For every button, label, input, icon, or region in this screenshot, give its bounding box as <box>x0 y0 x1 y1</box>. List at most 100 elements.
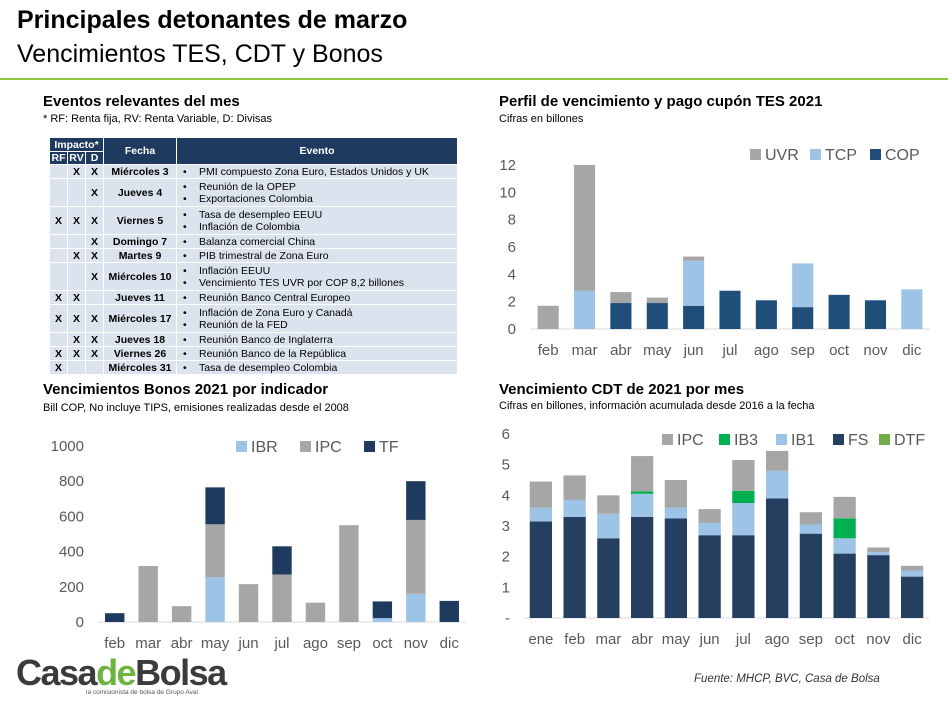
y-tick-label: 8 <box>508 212 516 229</box>
bar-ibr-oct <box>372 618 393 622</box>
legend-swatch-ipc <box>662 434 673 445</box>
bar-fs-nov <box>867 555 890 618</box>
bar-ipc-jul <box>272 574 292 622</box>
x-tick-label: jul <box>273 635 289 652</box>
bar-tf-jul <box>272 546 292 575</box>
bar-tf-nov <box>406 481 426 520</box>
bar-ipc-dic <box>900 565 924 571</box>
y-tick-label: 200 <box>59 579 84 596</box>
y-tick-label: 2 <box>502 549 510 566</box>
legend-swatch-cop <box>870 149 881 160</box>
impact-rv-cell: X <box>67 346 86 361</box>
bar-ib3-oct <box>833 518 856 539</box>
events-note: * RF: Renta fija, RV: Renta Variable, D:… <box>43 113 273 125</box>
events-table: Impacto* Fecha Evento RF RV D X X Miércole… <box>49 137 458 375</box>
legend-swatch-ib1 <box>776 434 787 445</box>
x-tick-label: feb <box>564 631 585 648</box>
bar-ipc-abr <box>171 606 192 622</box>
impact-d-cell: X <box>85 206 104 235</box>
bar-ib3-jul <box>732 490 755 503</box>
event-cell: Inflación EEUUVencimiento TES UVR por CO… <box>176 262 458 291</box>
cdt-chart-title: Vencimiento CDT de 2021 por mes <box>499 381 745 398</box>
date-cell: Miércoles 10 <box>103 262 177 291</box>
event-item: PIB trimestral de Zona Euro <box>183 250 455 262</box>
bar-cop-nov <box>864 300 886 329</box>
impact-rf-cell <box>49 164 68 179</box>
legend-label-tf: TF <box>379 439 399 456</box>
x-tick-label: ago <box>765 631 790 648</box>
legend-swatch-uvr <box>750 149 761 160</box>
bar-cop-oct <box>828 294 850 329</box>
legend-swatch-tcp <box>810 149 821 160</box>
x-tick-label: ago <box>303 635 328 652</box>
impact-rv-cell: X <box>67 164 86 179</box>
bar-uvr-feb <box>537 305 559 329</box>
bar-ib3-abr <box>630 491 654 494</box>
bar-cop-ago <box>755 300 777 329</box>
x-tick-label: mar <box>595 631 621 648</box>
header-fecha: Fecha <box>103 137 177 165</box>
y-tick-label: 5 <box>502 457 510 474</box>
bar-uvr-jun <box>683 256 705 261</box>
impact-rf-cell: X <box>49 360 68 375</box>
event-item: Inflación de Zona Euro y Canadá <box>183 307 455 319</box>
table-row: X Miércoles 31 Tasa de desempleo Colombia <box>49 360 458 375</box>
header-divider <box>0 78 948 80</box>
bar-ibr-nov <box>406 593 426 622</box>
impact-rf-cell: X <box>49 304 68 333</box>
event-item: Inflación EEUU <box>183 265 455 277</box>
x-tick-label: may <box>662 631 691 648</box>
events-title: Eventos relevantes del mes <box>43 93 240 110</box>
x-tick-label: may <box>643 342 672 359</box>
impact-d-cell: X <box>85 304 104 333</box>
impact-rf-cell: X <box>49 346 68 361</box>
bar-ipc-sep <box>339 525 359 622</box>
bonos-chart-title: Vencimientos Bonos 2021 por indicador <box>43 381 329 398</box>
impact-rf-cell: X <box>49 290 68 305</box>
bar-ipc-ene <box>529 481 553 508</box>
bar-ipc-ago <box>305 602 326 622</box>
x-tick-label: nov <box>863 342 888 359</box>
bar-fs-may <box>664 518 688 618</box>
x-tick-label: feb <box>104 635 125 652</box>
event-item: Balanza comercial China <box>183 236 455 248</box>
x-tick-label: dic <box>902 342 922 359</box>
bar-ib1-may <box>664 507 688 519</box>
bar-ipc-nov <box>406 519 426 594</box>
y-tick-label: 1 <box>502 579 510 596</box>
legend-label-fs: FS <box>848 432 868 449</box>
legend-swatch-fs <box>833 434 844 445</box>
x-tick-label: nov <box>404 635 429 652</box>
legend-swatch-ibr <box>236 441 247 452</box>
event-item: Inflación de Colombia <box>183 221 455 233</box>
impact-d-cell: X <box>85 262 104 291</box>
bar-uvr-mar <box>574 165 596 291</box>
bar-fs-feb <box>563 516 586 618</box>
bar-ipc-nov <box>867 547 890 553</box>
bar-ipc-jul <box>732 460 755 491</box>
table-row: XX Jueves 11 Reunión Banco Central Europeo <box>49 290 458 305</box>
event-item: Tasa de desempleo EEUU <box>183 209 455 221</box>
event-cell: Tasa de desempleo Colombia <box>176 360 458 375</box>
bar-ib1-jul <box>732 503 755 536</box>
header-d: D <box>85 151 104 165</box>
legend-swatch-dtf <box>879 434 890 445</box>
x-tick-label: ene <box>528 631 553 648</box>
bar-cop-abr <box>610 303 632 329</box>
date-cell: Viernes 5 <box>103 206 177 235</box>
bar-cop-may <box>646 303 668 329</box>
date-cell: Domingo 7 <box>103 234 177 249</box>
date-cell: Miércoles 3 <box>103 164 177 179</box>
event-cell: Balanza comercial China <box>176 234 458 249</box>
bar-ipc-may <box>205 524 225 578</box>
impact-d-cell: X <box>85 164 104 179</box>
event-cell: Tasa de desempleo EEUUInflación de Colom… <box>176 206 458 235</box>
x-tick-label: abr <box>610 342 632 359</box>
date-cell: Martes 9 <box>103 248 177 263</box>
impact-d-cell: X <box>85 234 104 249</box>
bar-tcp-sep <box>792 263 814 308</box>
bar-tf-feb <box>105 613 125 622</box>
date-cell: Miércoles 17 <box>103 304 177 333</box>
